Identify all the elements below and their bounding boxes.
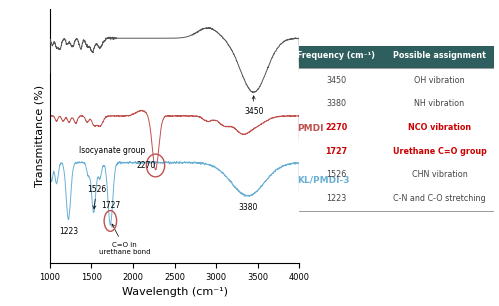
Text: Frequency (cm⁻¹): Frequency (cm⁻¹) [297,51,375,60]
Text: Possible assignment: Possible assignment [393,51,486,60]
Text: 1526: 1526 [87,185,106,209]
Text: NCO vibration: NCO vibration [408,123,471,132]
Text: C=O in
urethane bond: C=O in urethane bond [99,224,151,255]
Text: Urethane C=O group: Urethane C=O group [393,147,487,155]
Text: PMDI: PMDI [297,124,323,133]
Text: OH vibration: OH vibration [414,76,465,85]
Text: 1223: 1223 [326,194,346,203]
Text: 1727: 1727 [101,200,120,210]
Y-axis label: Transmittance (%): Transmittance (%) [34,85,44,187]
Text: 2270: 2270 [136,161,156,170]
Text: KL: KL [297,55,310,64]
Text: 3450: 3450 [326,76,346,85]
Text: CHN vibration: CHN vibration [412,170,468,179]
X-axis label: Wavelength (cm⁻¹): Wavelength (cm⁻¹) [122,287,228,297]
Text: 3450: 3450 [244,96,263,116]
Text: 1223: 1223 [59,227,78,236]
Text: 1727: 1727 [325,147,347,155]
Text: NH vibration: NH vibration [415,99,465,108]
Text: KL/PMDI-3: KL/PMDI-3 [297,175,349,184]
Bar [299,43,494,68]
Text: 1526: 1526 [326,170,346,179]
Text: C-N and C-O stretching: C-N and C-O stretching [393,194,486,203]
Text: 3380: 3380 [238,203,257,212]
Text: 2270: 2270 [325,123,347,132]
Text: Isocyanate group: Isocyanate group [79,146,146,155]
Text: 3380: 3380 [326,99,346,108]
